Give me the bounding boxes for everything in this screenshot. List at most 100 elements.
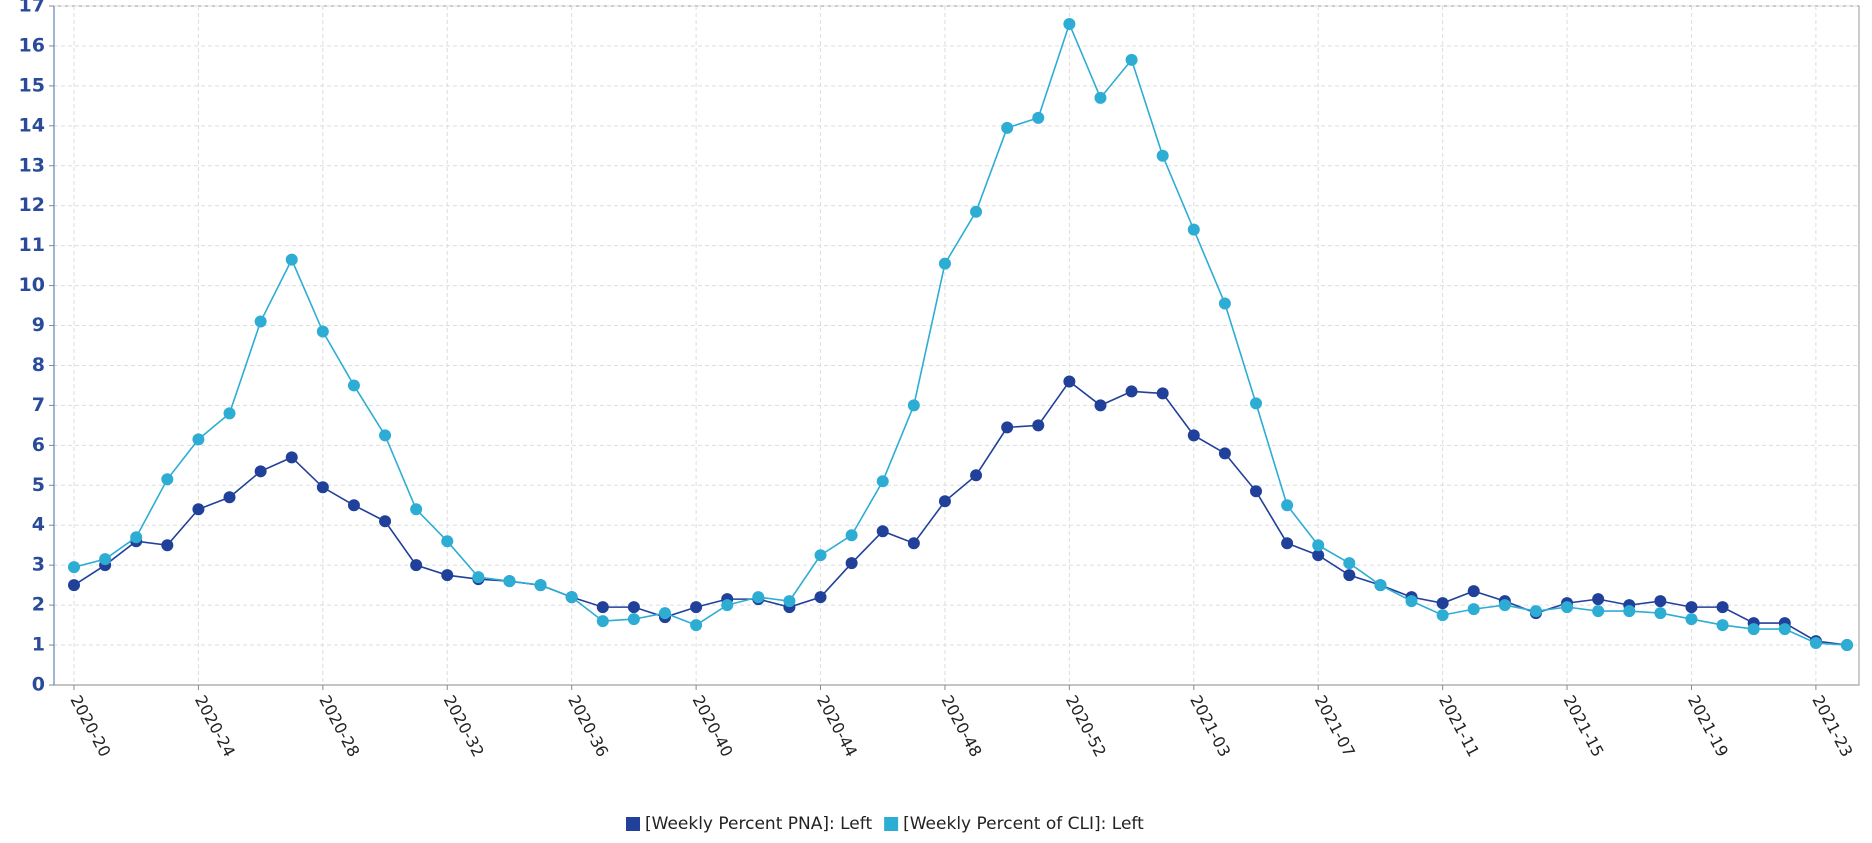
data-point [690,619,703,632]
legend-swatch [626,817,640,831]
data-point [1778,623,1791,636]
data-point [1125,53,1138,66]
x-tick-label: 2020-24 [191,692,239,760]
data-point [1623,605,1636,618]
data-point [876,475,889,488]
data-point [938,495,951,508]
x-tick-label: 2020-44 [813,692,861,760]
x-tick-label: 2020-40 [689,692,737,760]
data-point [1374,579,1387,592]
data-point [1498,599,1511,612]
y-tick-label: 5 [32,474,45,496]
data-point [223,491,236,504]
y-tick-label: 7 [32,394,45,416]
data-point [752,591,765,604]
data-point [1281,499,1294,512]
data-point [1685,601,1698,614]
data-point [627,601,640,614]
data-point [1716,601,1729,614]
data-point [161,473,174,486]
y-tick-label: 14 [19,114,45,136]
legend-label: [Weekly Percent of CLI]: Left [903,814,1144,834]
data-point [192,433,205,446]
data-point [1654,607,1667,620]
data-point [1716,619,1729,632]
data-point [1685,613,1698,626]
y-tick-label: 0 [32,674,45,696]
x-tick-label: 2021-19 [1684,692,1732,760]
data-point [596,615,609,628]
y-tick-label: 16 [19,34,45,56]
y-tick-label: 6 [32,434,45,456]
data-point [1063,17,1076,30]
data-point [565,591,578,604]
y-tick-label: 4 [32,514,45,536]
data-point [1001,121,1014,134]
data-point [130,531,143,544]
data-point [659,607,671,620]
data-point [1809,637,1822,650]
x-tick-label: 2021-11 [1435,692,1483,760]
x-tick-label: 2020-20 [66,692,114,760]
data-point [1250,397,1262,410]
data-point [161,539,174,552]
y-tick-label: 1 [32,634,45,656]
plot-frame [53,5,1860,686]
data-point [1218,447,1231,460]
data-point [970,205,983,218]
data-point [1187,429,1200,442]
data-point [1343,569,1356,582]
data-point [1281,537,1294,550]
data-point [347,499,360,512]
data-point [99,553,112,566]
data-point [1218,297,1231,310]
y-tick-label: 17 [19,0,45,17]
data-point [845,529,858,542]
data-point [721,599,734,612]
y-tick-label: 3 [32,554,45,576]
data-point [410,559,423,572]
data-point [938,257,951,270]
data-point [1032,111,1045,124]
data-point [814,549,827,562]
data-point [1156,149,1169,162]
data-point [347,379,360,392]
data-point [316,325,329,338]
y-tick-label: 8 [32,354,45,376]
data-point [192,503,205,516]
data-point [814,591,827,604]
x-tick-label: 2020-28 [315,692,363,760]
data-point [254,315,267,328]
data-point [596,601,609,614]
data-point [223,407,236,420]
y-tick-label: 15 [19,74,45,96]
y-tick-label: 9 [32,314,45,336]
data-point [1654,595,1667,608]
data-point [1063,375,1076,388]
data-point [907,399,920,412]
data-point [1467,585,1480,598]
data-point [379,429,392,442]
y-tick-label: 12 [19,194,45,216]
data-point [1436,597,1449,610]
y-tick-label: 2 [32,594,45,616]
data-point [1312,539,1325,552]
data-point [1592,605,1605,618]
data-point [1125,385,1138,398]
data-point [410,503,423,516]
data-point [285,451,298,464]
series-line [73,380,1848,646]
data-point [1467,603,1480,616]
y-tick-label: 11 [19,234,45,256]
data-point [1529,605,1542,618]
x-tick-label: 2021-07 [1311,692,1359,760]
data-point [970,469,983,482]
data-point [1841,639,1853,652]
data-point [316,481,329,494]
data-point [503,575,516,588]
data-point [1592,593,1605,606]
data-point [1312,549,1325,562]
x-tick-label: 2020-52 [1062,692,1110,760]
data-point [627,613,640,626]
